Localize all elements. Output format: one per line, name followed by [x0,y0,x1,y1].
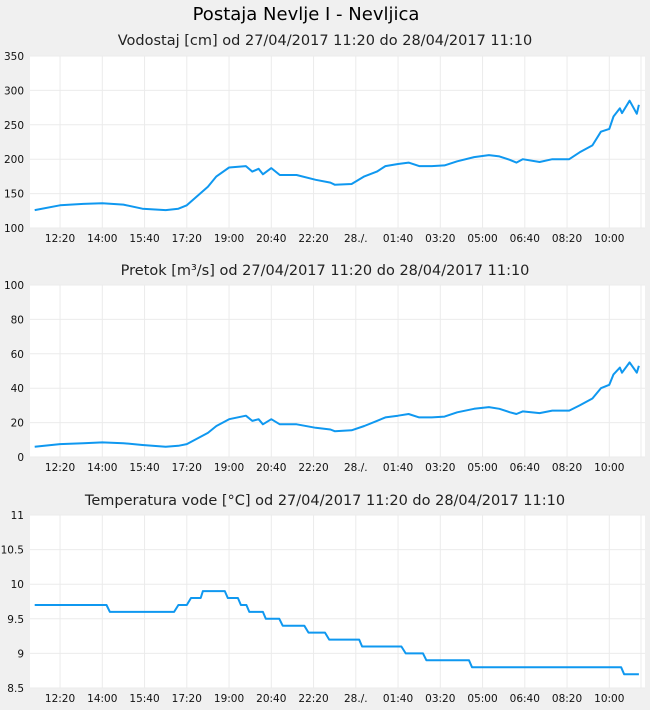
x-tick-label: 22:20 [298,462,328,474]
x-tick-label: 06:40 [510,233,540,245]
y-tick-label: 11 [11,510,24,522]
plot-area [30,56,645,228]
x-tick-label: 19:00 [214,693,244,705]
y-tick-label: 100 [4,223,24,235]
x-tick-label: 15:40 [129,693,159,705]
x-tick-label: 17:20 [172,233,202,245]
y-tick-label: 150 [4,189,24,201]
x-tick-label: 12:20 [45,693,75,705]
chart-3: Temperatura vode [°C] od 27/04/2017 11:2… [1,493,645,705]
x-tick-label: 28./. [344,693,368,705]
chart-title: Temperatura vode [°C] od 27/04/2017 11:2… [84,493,565,509]
y-tick-label: 300 [4,85,24,97]
x-tick-label: 01:40 [383,462,413,474]
x-tick-label: 17:20 [172,693,202,705]
page-title: Postaja Nevlje I - Nevljica [193,4,420,25]
series-line [34,361,640,448]
x-tick-label: 22:20 [298,233,328,245]
x-tick-label: 05:00 [467,233,497,245]
y-tick-label: 40 [11,383,24,395]
x-tick-label: 05:00 [467,462,497,474]
y-tick-label: 10 [11,579,24,591]
x-tick-label: 14:00 [87,693,117,705]
plot-area [30,285,645,457]
y-tick-label: 9.5 [7,614,24,626]
y-tick-label: 350 [4,51,24,63]
x-tick-label: 22:20 [298,693,328,705]
x-tick-label: 08:20 [552,693,582,705]
x-tick-label: 19:00 [214,233,244,245]
x-tick-label: 08:20 [552,462,582,474]
x-tick-label: 03:20 [425,693,455,705]
x-tick-label: 20:40 [256,233,286,245]
x-tick-label: 14:00 [87,462,117,474]
x-tick-label: 12:20 [45,233,75,245]
y-tick-label: 8.5 [7,683,24,695]
x-tick-label: 10:00 [594,462,624,474]
y-tick-label: 9 [17,648,24,660]
x-tick-label: 15:40 [129,233,159,245]
x-tick-label: 14:00 [87,233,117,245]
x-tick-label: 20:40 [256,693,286,705]
x-tick-label: 10:00 [594,693,624,705]
x-tick-label: 05:00 [467,693,497,705]
x-tick-label: 15:40 [129,462,159,474]
chart-title: Pretok [m³/s] od 27/04/2017 11:20 do 28/… [121,263,530,279]
y-tick-label: 80 [11,314,24,326]
chart-title: Vodostaj [cm] od 27/04/2017 11:20 do 28/… [118,33,532,49]
x-tick-label: 03:20 [425,462,455,474]
y-tick-label: 250 [4,120,24,132]
x-tick-label: 06:40 [510,462,540,474]
x-tick-label: 20:40 [256,462,286,474]
x-tick-label: 03:20 [425,233,455,245]
y-tick-label: 0 [17,452,24,464]
y-tick-label: 200 [4,154,24,166]
x-tick-label: 08:20 [552,233,582,245]
series-line [34,590,639,676]
x-tick-label: 06:40 [510,693,540,705]
x-tick-label: 01:40 [383,693,413,705]
x-tick-label: 10:00 [594,233,624,245]
chart-2: Pretok [m³/s] od 27/04/2017 11:20 do 28/… [4,263,645,474]
plot-area [30,515,645,688]
y-tick-label: 20 [11,418,24,430]
series-line [34,99,640,212]
x-tick-label: 28./. [344,462,368,474]
chart-1: Vodostaj [cm] od 27/04/2017 11:20 do 28/… [4,33,645,245]
y-tick-label: 10.5 [1,545,24,557]
x-tick-label: 17:20 [172,462,202,474]
x-tick-label: 28./. [344,233,368,245]
x-tick-label: 19:00 [214,462,244,474]
x-tick-label: 12:20 [45,462,75,474]
y-tick-label: 100 [4,280,24,292]
x-tick-label: 01:40 [383,233,413,245]
y-tick-label: 60 [11,349,24,361]
